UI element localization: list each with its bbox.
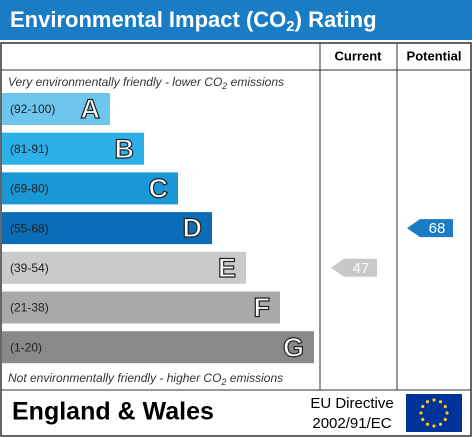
potential-header: Potential xyxy=(407,48,462,63)
star xyxy=(421,417,425,422)
band-range: (55-68) xyxy=(10,221,49,235)
potential-arrow xyxy=(407,219,453,238)
eu-stars xyxy=(419,398,449,428)
star xyxy=(425,422,430,426)
band-letter: G xyxy=(283,332,304,362)
star xyxy=(425,400,430,404)
band xyxy=(2,93,110,125)
directive: EU Directive xyxy=(310,395,393,412)
band-range: (92-100) xyxy=(10,102,55,116)
band xyxy=(2,172,178,205)
note-tail: emissions xyxy=(226,371,283,385)
title-bar xyxy=(0,0,472,40)
star xyxy=(432,424,436,428)
note-text: Not environmentally friendly - higher CO xyxy=(8,371,221,385)
potential-value: 68 xyxy=(429,220,446,237)
band xyxy=(2,251,246,284)
star xyxy=(419,411,423,415)
note-tail: emissions xyxy=(227,75,284,89)
band xyxy=(2,291,280,324)
title-text: Environmental Impact (CO xyxy=(10,7,286,32)
band-letter: E xyxy=(218,253,236,283)
current-value: 47 xyxy=(353,260,370,277)
band xyxy=(2,331,314,364)
star xyxy=(432,398,436,402)
band-range: (39-54) xyxy=(10,261,49,275)
band-letter: F xyxy=(254,293,271,323)
band-letter: A xyxy=(81,94,101,124)
note-sub: 2 xyxy=(220,377,226,387)
bottom-note: Not environmentally friendly - higher CO… xyxy=(8,371,283,387)
current-arrow xyxy=(331,258,377,277)
band-range: (69-80) xyxy=(10,182,49,196)
band xyxy=(2,132,144,165)
frame xyxy=(0,42,472,437)
band xyxy=(2,212,212,245)
star xyxy=(438,422,443,426)
star xyxy=(443,404,447,409)
band-range: (1-20) xyxy=(10,340,42,354)
band-letter: C xyxy=(149,174,169,204)
region: England & Wales xyxy=(12,398,214,426)
band-letter: D xyxy=(183,213,203,243)
star xyxy=(421,404,425,409)
star xyxy=(445,411,449,415)
title-sub: 2 xyxy=(286,18,294,35)
title-tail: ) Rating xyxy=(295,7,377,32)
star xyxy=(438,400,443,404)
band-range: (21-38) xyxy=(10,301,49,315)
top-note: Very environmentally friendly - lower CO… xyxy=(8,75,284,91)
note-text: Very environmentally friendly - lower CO xyxy=(8,75,222,89)
band-letter: B xyxy=(115,134,135,164)
current-header: Current xyxy=(335,48,383,63)
star xyxy=(443,417,447,422)
directive-code: 2002/91/EC xyxy=(312,415,391,432)
band-range: (81-91) xyxy=(10,142,49,156)
title: Environmental Impact (CO2) Rating xyxy=(10,7,377,35)
note-sub: 2 xyxy=(221,81,227,91)
